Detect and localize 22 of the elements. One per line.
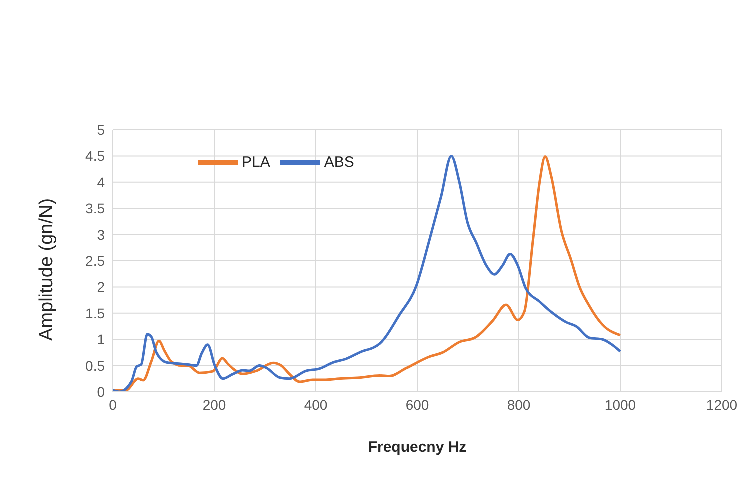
x-tick-label: 1000 [604, 396, 636, 413]
legend-label: PLA [242, 154, 270, 172]
y-axis-title: Amplitude (gn/N) [36, 198, 58, 341]
legend-label: ABS [324, 154, 354, 172]
y-tick-label: 2 [97, 279, 106, 296]
x-tick-label: 400 [304, 396, 328, 413]
x-tick-label: 800 [507, 396, 531, 413]
x-tick-label: 1200 [706, 396, 738, 413]
y-tick-label: 0 [97, 384, 106, 400]
y-tick-label: 4.5 [86, 148, 106, 164]
y-tick-label: 2.5 [86, 252, 106, 269]
y-tick-label: 0.5 [86, 358, 106, 374]
y-tick-label: 4 [97, 174, 106, 190]
y-tick-label: 3.5 [86, 200, 106, 217]
x-tick-label: 200 [202, 396, 226, 413]
y-tick-label: 5 [97, 122, 106, 138]
x-axis-title: Frequecny Hz [368, 439, 467, 456]
y-tick-label: 3 [97, 226, 106, 243]
y-tick-label: 1 [97, 332, 106, 348]
x-tick-label: 600 [406, 396, 430, 413]
x-tick-label: 0 [109, 396, 118, 413]
y-tick-label: 1.5 [86, 305, 106, 322]
